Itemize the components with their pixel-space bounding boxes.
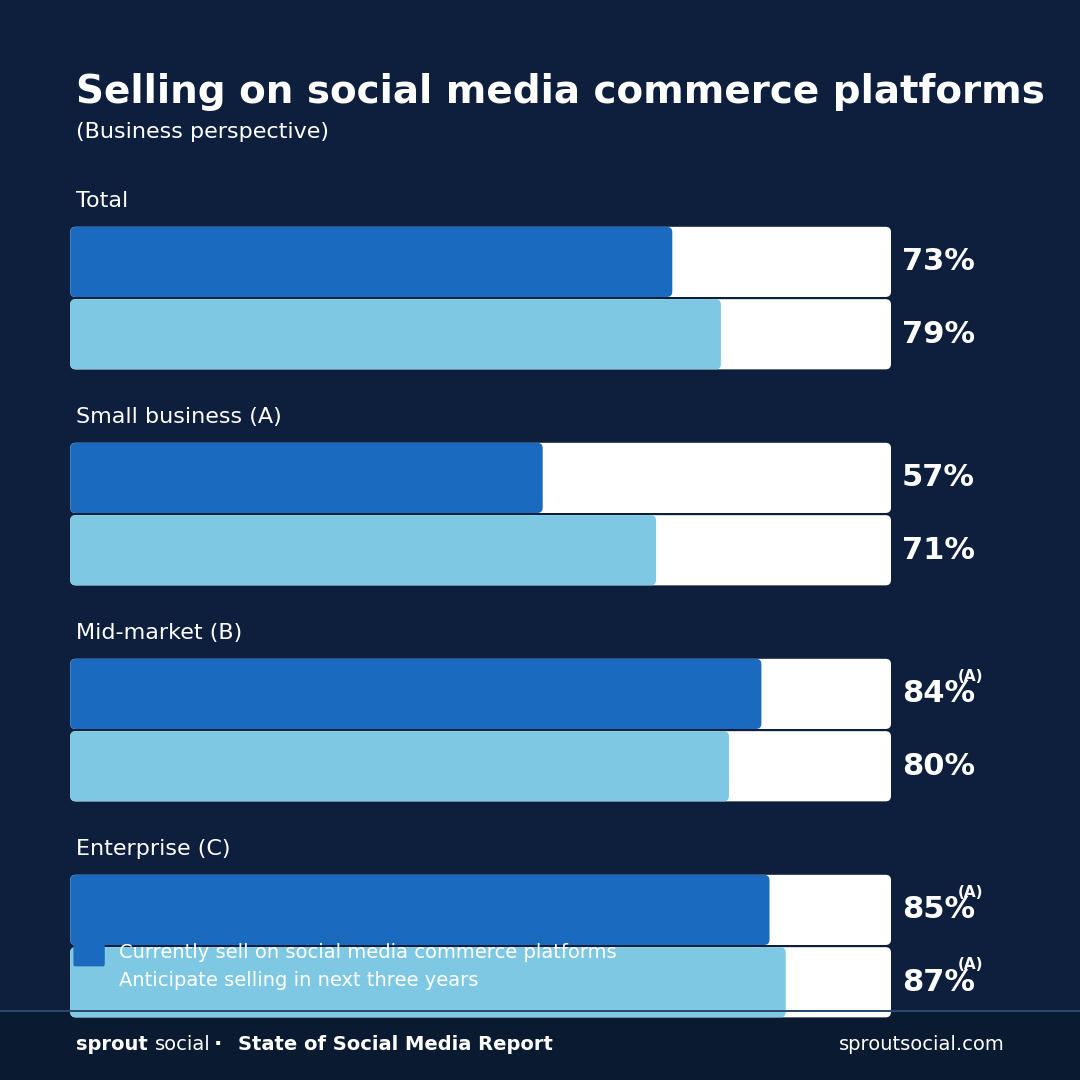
FancyBboxPatch shape — [70, 515, 891, 585]
Text: Anticipate selling in next three years: Anticipate selling in next three years — [119, 971, 478, 990]
Text: (A): (A) — [958, 670, 984, 684]
Text: Total: Total — [76, 190, 127, 211]
FancyBboxPatch shape — [70, 299, 891, 369]
FancyBboxPatch shape — [70, 875, 769, 945]
Text: 80%: 80% — [902, 752, 975, 781]
Text: Small business (A): Small business (A) — [76, 406, 282, 427]
FancyBboxPatch shape — [70, 731, 891, 801]
Text: sproutsocial.com: sproutsocial.com — [839, 1035, 1004, 1054]
Text: (A): (A) — [958, 958, 984, 972]
Text: social: social — [154, 1035, 211, 1054]
Text: sprout: sprout — [76, 1035, 147, 1054]
FancyBboxPatch shape — [70, 731, 729, 801]
Text: 57%: 57% — [902, 463, 975, 492]
FancyBboxPatch shape — [70, 443, 542, 513]
FancyBboxPatch shape — [70, 659, 891, 729]
Text: 71%: 71% — [902, 536, 975, 565]
Text: ·: · — [214, 1035, 222, 1054]
Text: 85%: 85% — [902, 895, 975, 924]
Text: (A): (A) — [958, 886, 984, 900]
Bar — [0, 1010, 1080, 1012]
Bar — [0, 1012, 1080, 1080]
Text: 84%: 84% — [902, 679, 975, 708]
FancyBboxPatch shape — [70, 659, 761, 729]
FancyBboxPatch shape — [70, 227, 672, 297]
FancyBboxPatch shape — [70, 947, 786, 1017]
Text: 73%: 73% — [902, 247, 974, 276]
FancyBboxPatch shape — [70, 227, 891, 297]
Text: Mid-market (B): Mid-market (B) — [76, 622, 242, 643]
Text: (Business perspective): (Business perspective) — [76, 122, 328, 141]
FancyBboxPatch shape — [73, 967, 105, 995]
Text: State of Social Media Report: State of Social Media Report — [238, 1035, 553, 1054]
FancyBboxPatch shape — [70, 443, 891, 513]
Text: Enterprise (C): Enterprise (C) — [76, 838, 230, 859]
FancyBboxPatch shape — [70, 875, 891, 945]
FancyBboxPatch shape — [70, 947, 891, 1017]
Text: 87%: 87% — [902, 968, 975, 997]
FancyBboxPatch shape — [70, 515, 656, 585]
Text: 79%: 79% — [902, 320, 975, 349]
Text: Currently sell on social media commerce platforms: Currently sell on social media commerce … — [119, 943, 617, 962]
FancyBboxPatch shape — [70, 299, 721, 369]
Text: Selling on social media commerce platforms: Selling on social media commerce platfor… — [76, 72, 1044, 111]
FancyBboxPatch shape — [73, 939, 105, 967]
